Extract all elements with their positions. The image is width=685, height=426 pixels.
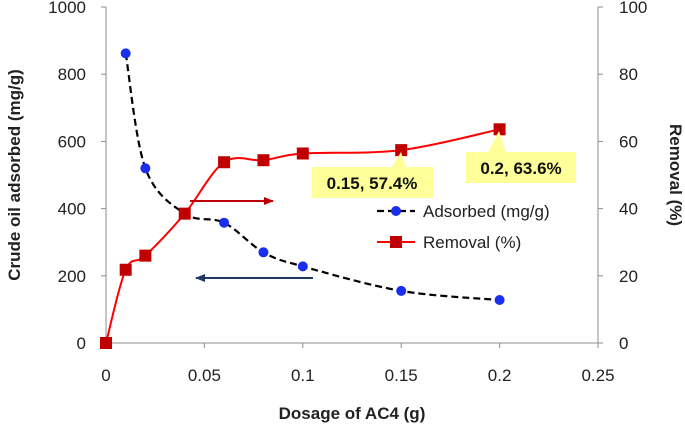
y-tick-label: 200	[58, 267, 86, 286]
removal-point	[100, 337, 112, 349]
tick-labels: 0 0.05 0.1 0.15 0.2 0.25 0 200 400 600 800 1000 0 20 4…	[48, 0, 647, 385]
x-tick-label: 0.25	[581, 366, 614, 385]
legend-adsorbed-marker	[391, 206, 401, 216]
y2-tick-label: 60	[619, 132, 638, 151]
removal-point	[493, 123, 506, 136]
legend: Adsorbed (mg/g) Removal (%)	[377, 202, 550, 252]
y-tick-label: 800	[58, 65, 86, 84]
callout-020-label: 0.2, 63.6%	[480, 159, 561, 178]
legend-removal-marker	[390, 236, 402, 248]
y2-tick-label: 40	[619, 200, 638, 219]
removal-point	[257, 154, 270, 167]
y-tick-label: 600	[58, 132, 86, 151]
y2-axis-title: Removal (%)	[666, 124, 685, 226]
adsorbed-point	[219, 217, 230, 228]
adsorbed-point	[140, 163, 151, 174]
removal-point	[395, 144, 408, 157]
callout-015-label: 0.15, 57.4%	[327, 174, 418, 193]
removal-point	[178, 207, 191, 220]
x-tick-label: 0.15	[385, 366, 418, 385]
x-tick-label: 0	[101, 366, 110, 385]
y-tick-label: 0	[77, 334, 86, 353]
removal-point	[139, 249, 152, 262]
callout-015-box	[312, 167, 433, 198]
x-tick-label: 0.1	[291, 366, 315, 385]
callout-020-pointer	[488, 131, 506, 152]
x-axis-title: Dosage of AC4 (g)	[279, 404, 426, 423]
callout-020-box	[466, 152, 576, 183]
legend-removal-label: Removal (%)	[423, 233, 521, 252]
series-markers	[100, 48, 506, 349]
y2-tick-label: 100	[619, 0, 647, 17]
y-axis-title: Crude oil adsorbed (mg/g)	[5, 69, 24, 281]
y-tick-label: 400	[58, 200, 86, 219]
tick-marks	[101, 6, 603, 348]
legend-adsorbed-label: Adsorbed (mg/g)	[423, 202, 550, 221]
adsorbed-point	[297, 261, 308, 272]
adsorbed-point	[396, 285, 407, 296]
callout-020: 0.2, 63.6%	[466, 131, 576, 183]
y2-tick-label: 20	[619, 267, 638, 286]
callout-015-pointer	[392, 152, 406, 167]
removal-point	[119, 263, 132, 276]
removal-point	[218, 156, 231, 169]
x-tick-label: 0.05	[188, 366, 221, 385]
adsorbed-point	[258, 247, 269, 258]
adsorbed-point	[494, 294, 505, 305]
y2-tick-label: 0	[619, 334, 628, 353]
removal-point	[296, 147, 309, 160]
y-tick-label: 1000	[48, 0, 86, 17]
y2-tick-label: 80	[619, 65, 638, 84]
adsorbed-point	[120, 48, 131, 59]
callout-015: 0.15, 57.4%	[312, 152, 433, 198]
x-tick-label: 0.2	[488, 366, 512, 385]
